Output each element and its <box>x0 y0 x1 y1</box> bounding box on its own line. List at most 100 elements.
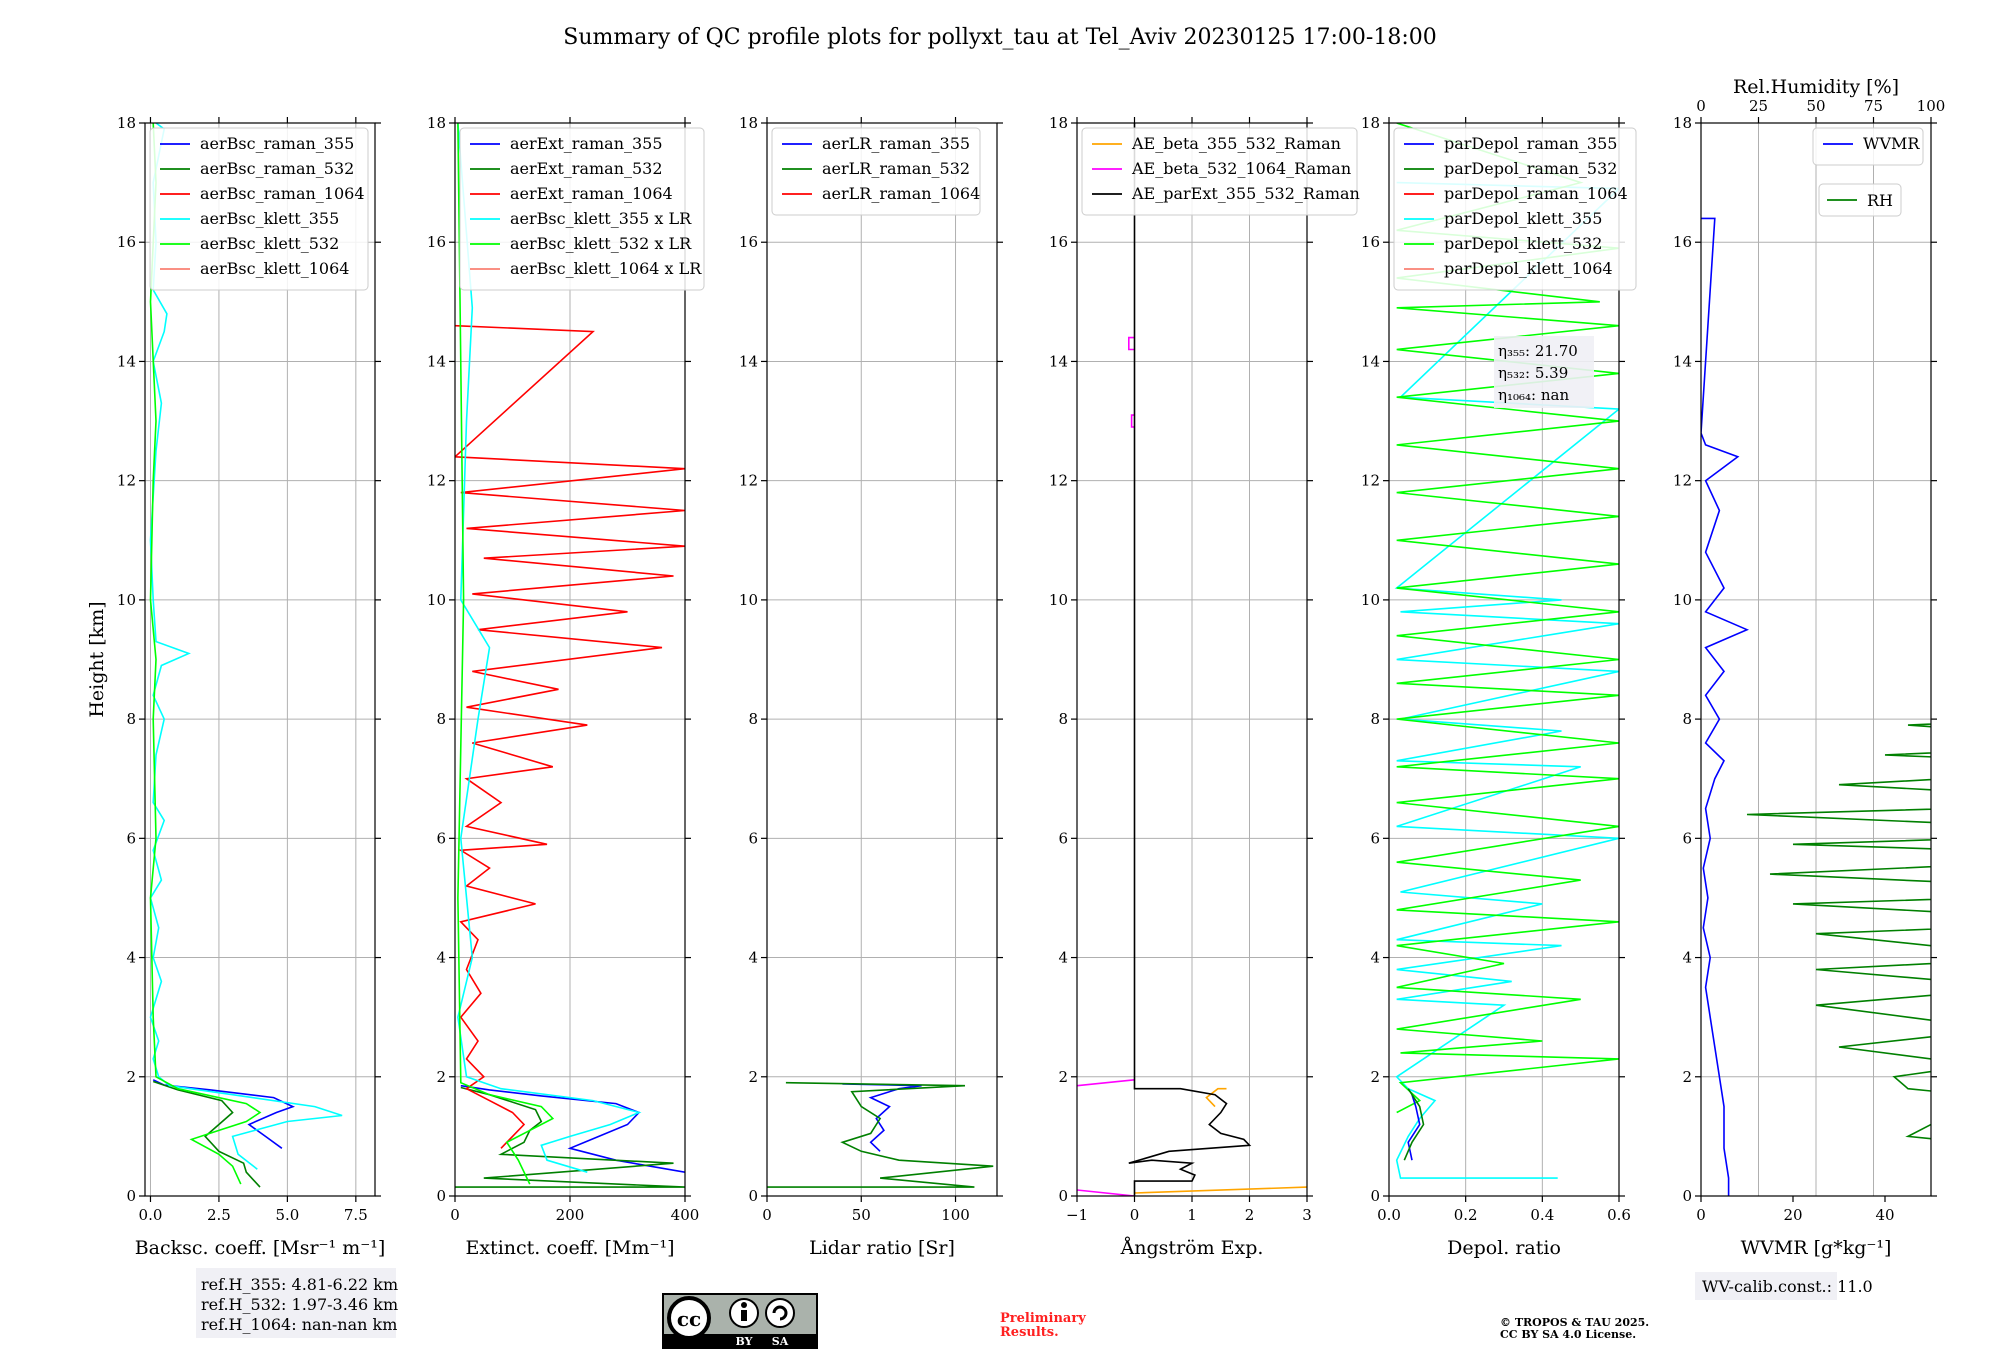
x-tick-label: 0 <box>450 1206 460 1224</box>
axes-frame <box>1388 122 1620 1197</box>
sa-share-alike-icon <box>765 1298 795 1328</box>
y-tick-label: 10 <box>427 591 446 609</box>
legend-label: aerBsc_klett_355 x LR <box>510 209 692 228</box>
reference-heights-background <box>196 1268 396 1338</box>
y-tick-label: 2 <box>126 1068 136 1086</box>
x-tick-label: 0.6 <box>1607 1206 1631 1224</box>
y-tick-label: 4 <box>1370 949 1380 967</box>
axes-frame <box>766 122 998 1197</box>
y-tick-label: 10 <box>1673 591 1692 609</box>
legend-label: parDepol_raman_532 <box>1444 159 1617 178</box>
legend-box <box>771 127 981 216</box>
series-line-AE_beta_355_532_Raman_upper <box>1205 1087 1227 1108</box>
x-tick-label: 0 <box>1696 1206 1706 1224</box>
legend-label: aerExt_raman_532 <box>510 159 663 178</box>
y-tick-label: 8 <box>1370 710 1380 728</box>
y-tick-label: 18 <box>427 114 446 132</box>
series-line-aerExt_raman_355 <box>460 1084 685 1173</box>
y-tick-label: 14 <box>1361 352 1380 370</box>
y-tick-label: 4 <box>748 949 758 967</box>
y-tick-label: 8 <box>126 710 136 728</box>
series-line-WVMR <box>1701 217 1750 1196</box>
y-tick-label: 10 <box>1049 591 1068 609</box>
y-tick-label: 2 <box>1058 1068 1068 1086</box>
y-tick-label: 16 <box>739 233 758 251</box>
legend-box <box>1818 183 1902 217</box>
series-line-aerBsc_klett_355 x LR <box>457 123 642 1173</box>
y-tick-label: 16 <box>427 233 446 251</box>
y-tick-label: 8 <box>748 710 758 728</box>
legend-label: aerBsc_klett_1064 <box>200 259 349 278</box>
legend: aerLR_raman_355 aerLR_raman_532 aerLR_rama… <box>771 127 981 216</box>
top-x-axis-label: Rel.Humidity [%] <box>1733 76 1899 98</box>
y-tick-label: 16 <box>1361 233 1380 251</box>
legend-label: parDepol_raman_355 <box>1444 134 1617 153</box>
y-tick-label: 18 <box>1673 114 1692 132</box>
series-line-parDepol_klett_532 <box>1396 123 1619 1114</box>
by-label: BY <box>736 1335 753 1348</box>
legend-label: aerLR_raman_355 <box>822 134 970 153</box>
cc-badge-strip <box>664 1334 816 1347</box>
x-tick-label: 7.5 <box>344 1206 368 1224</box>
x-tick-label: 0 <box>1130 1206 1140 1224</box>
x-tick-label: 100 <box>941 1206 970 1224</box>
y-tick-label: 4 <box>436 949 446 967</box>
y-tick-label: 0 <box>1370 1187 1380 1205</box>
legend: aerExt_raman_355 aerExt_raman_532 aerExt_r… <box>459 127 705 291</box>
legend-label: aerBsc_klett_532 <box>200 234 339 253</box>
legend-box <box>149 127 369 291</box>
series-group <box>455 123 685 1188</box>
x-tick-label: 40 <box>1875 1206 1894 1224</box>
y-tick-label: 0 <box>126 1187 136 1205</box>
y-tick-label: 16 <box>1673 233 1692 251</box>
panel-lidar_ratio: 0 2 4 6 8 10 12 14 16 18 0 50 100 Lidar ratio [Sr] aer… <box>739 114 1003 1259</box>
y-tick-label: 0 <box>436 1187 446 1205</box>
x-tick-label: 50 <box>852 1206 871 1224</box>
top-x-tick-label: 75 <box>1864 97 1883 115</box>
x-axis-label: Ångström Exp. <box>1120 1237 1264 1259</box>
y-tick-label: 8 <box>436 710 446 728</box>
y-tick-label: 10 <box>117 591 136 609</box>
x-tick-label: 5.0 <box>275 1206 299 1224</box>
copyright-line1: © TROPOS & TAU 2025. <box>1500 1316 1649 1329</box>
legend-label: aerBsc_raman_532 <box>200 159 354 178</box>
legend-label: aerBsc_klett_532 x LR <box>510 234 692 253</box>
y-tick-label: 18 <box>1361 114 1380 132</box>
series-line-AE_beta_532_1064_Raman_mid <box>1077 1079 1135 1087</box>
series-line-aerBsc_klett_532 x LR <box>457 123 555 1185</box>
legend-label: AE_beta_355_532_Raman <box>1131 134 1341 153</box>
x-tick-label: 1 <box>1187 1206 1197 1224</box>
legend: WVMR <box>1812 127 1924 166</box>
legend: aerBsc_raman_355 aerBsc_raman_532 aerBsc_r… <box>149 127 369 291</box>
legend-label: WVMR <box>1863 134 1920 153</box>
y-tick-label: 2 <box>436 1068 446 1086</box>
x-tick-label: 400 <box>671 1206 700 1224</box>
y-tick-label: 4 <box>1682 949 1692 967</box>
y-tick-label: 2 <box>748 1068 758 1086</box>
y-tick-label: 14 <box>427 352 446 370</box>
x-axis-label: WVMR [g*kg⁻¹] <box>1741 1237 1892 1259</box>
y-tick-label: 10 <box>1361 591 1380 609</box>
series-line-parDepol_klett_355 <box>1394 181 1619 1179</box>
x-tick-label: 0.4 <box>1530 1206 1554 1224</box>
eta-annotation-line: η₅₃₂: 5.39 <box>1498 364 1568 382</box>
top-x-tick-label: 25 <box>1749 97 1768 115</box>
x-tick-label: 0.0 <box>139 1206 163 1224</box>
legend-box <box>459 127 705 291</box>
series-line-AE_beta_532_1064_Raman_14 <box>1128 336 1135 351</box>
y-tick-label: 12 <box>1361 472 1380 490</box>
series-group <box>1077 123 1307 1196</box>
legend-label: aerBsc_klett_1064 x LR <box>510 259 702 278</box>
y-tick-label: 6 <box>1058 829 1068 847</box>
y-tick-label: 4 <box>126 949 136 967</box>
legend-label: aerExt_raman_355 <box>510 134 663 153</box>
y-tick-label: 6 <box>126 829 136 847</box>
y-tick-label: 12 <box>1049 472 1068 490</box>
legend-label: aerExt_raman_1064 <box>510 184 673 203</box>
y-tick-label: 0 <box>748 1187 758 1205</box>
y-tick-label: 6 <box>1370 829 1380 847</box>
series-line-aerLR_raman_532 <box>767 1081 994 1188</box>
wv-calib-const: WV-calib.const.: 11.0 <box>1702 1277 1873 1296</box>
